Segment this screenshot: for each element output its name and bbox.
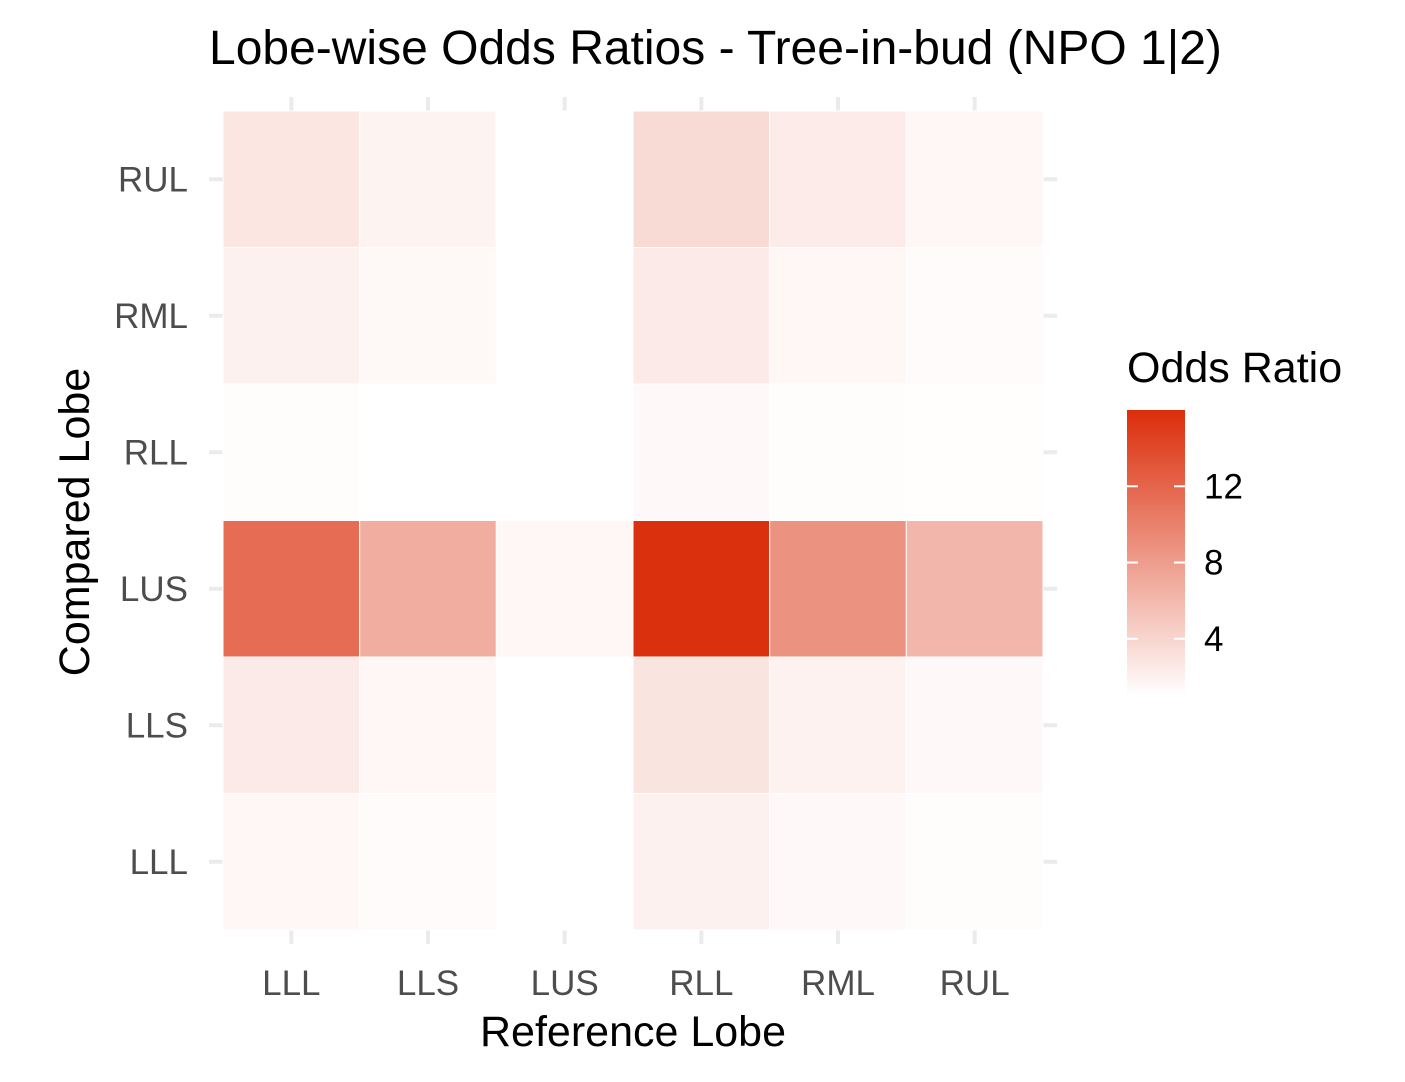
y-tick-label-rul: RUL xyxy=(118,160,188,199)
legend-tick-label-12: 12 xyxy=(1204,467,1243,506)
tile-rml-vs-lll xyxy=(222,247,361,385)
tile-lll-vs-rml xyxy=(769,793,907,931)
x-axis-title: Reference Lobe xyxy=(480,1008,786,1056)
chart-title: Lobe-wise Odds Ratios - Tree-in-bud (NPO… xyxy=(209,22,1222,75)
tile-rll-vs-rml xyxy=(769,383,907,521)
tile-rll-vs-lll xyxy=(222,383,361,521)
tile-rll-vs-lus xyxy=(495,383,634,521)
y-tick-label-lus: LUS xyxy=(120,570,188,609)
y-tick-label-lls: LLS xyxy=(126,706,188,745)
x-tick-label-lus: LUS xyxy=(531,964,599,1003)
y-axis-ticks: LLL LLS LUS RLL RML RUL xyxy=(114,160,188,882)
tile-rul-vs-lls xyxy=(359,110,497,248)
tile-lus-vs-lls xyxy=(359,520,497,658)
tile-rml-vs-rml xyxy=(769,247,907,385)
legend-ticks: 4 8 12 xyxy=(1127,467,1243,659)
tile-lus-vs-rml xyxy=(769,520,907,658)
tile-rul-vs-lll xyxy=(222,110,361,248)
x-tick-label-lll: LLL xyxy=(262,964,320,1003)
tile-rul-vs-rml xyxy=(769,110,907,248)
color-legend: Odds Ratio 4 8 12 xyxy=(1127,344,1342,696)
legend-tick-label-8: 8 xyxy=(1204,544,1223,583)
tile-rll-vs-lls xyxy=(359,383,497,521)
tile-lll-vs-lls xyxy=(359,793,497,931)
tile-rml-vs-rul xyxy=(905,247,1044,385)
tile-rml-vs-lls xyxy=(359,247,497,385)
x-tick-label-rll: RLL xyxy=(669,964,733,1003)
heatmap-tiles xyxy=(222,110,1044,931)
tile-lus-vs-rll xyxy=(632,520,771,658)
tile-lll-vs-rll xyxy=(632,793,771,931)
tile-rll-vs-rul xyxy=(905,383,1044,521)
x-tick-label-rml: RML xyxy=(801,964,875,1003)
tile-lll-vs-lll xyxy=(222,793,361,931)
y-axis-title: Compared Lobe xyxy=(51,368,99,676)
legend-color-bar xyxy=(1127,410,1185,696)
tile-rml-vs-lus xyxy=(495,247,634,385)
tile-lls-vs-lus xyxy=(495,656,634,794)
legend-title: Odds Ratio xyxy=(1127,344,1342,392)
tile-lls-vs-rml xyxy=(769,656,907,794)
x-tick-label-rul: RUL xyxy=(940,964,1010,1003)
tile-lls-vs-rul xyxy=(905,656,1044,794)
y-tick-label-lll: LLL xyxy=(130,843,188,882)
y-tick-label-rml: RML xyxy=(114,297,188,336)
tile-lls-vs-lls xyxy=(359,656,497,794)
tile-lus-vs-lus xyxy=(495,520,634,658)
tile-rul-vs-lus xyxy=(495,110,634,248)
tile-lls-vs-lll xyxy=(222,656,361,794)
x-axis-ticks: LLL LLS LUS RLL RML RUL xyxy=(262,964,1010,1003)
tile-lus-vs-rul xyxy=(905,520,1044,658)
tile-lls-vs-rll xyxy=(632,656,771,794)
tile-lll-vs-lus xyxy=(495,793,634,931)
tile-lus-vs-lll xyxy=(222,520,361,658)
tile-lll-vs-rul xyxy=(905,793,1044,931)
x-tick-label-lls: LLS xyxy=(397,964,459,1003)
tile-rll-vs-rll xyxy=(632,383,771,521)
y-tick-label-rll: RLL xyxy=(124,433,188,472)
legend-tick-label-4: 4 xyxy=(1204,620,1223,659)
tile-rul-vs-rul xyxy=(905,110,1044,248)
tile-rml-vs-rll xyxy=(632,247,771,385)
tile-rul-vs-rll xyxy=(632,110,771,248)
